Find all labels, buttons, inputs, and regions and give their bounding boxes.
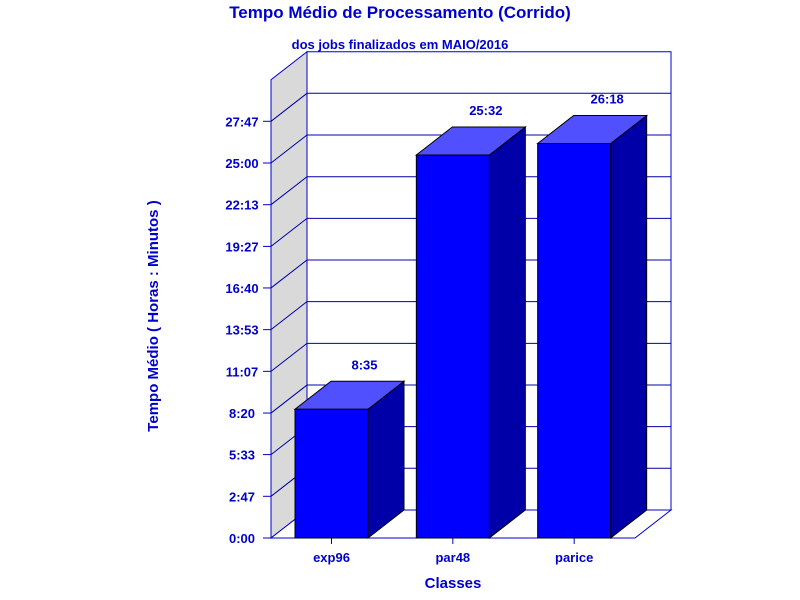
data-label: 8:35 [351,357,377,372]
bars [293,114,649,540]
y-tick-label: 19:27 [225,239,258,254]
gridline [270,92,671,122]
bar-par48 [414,125,527,540]
bar-parice [536,114,649,540]
bar-front [537,143,612,539]
y-tick-label: 22:13 [225,198,258,213]
bar-front [294,408,369,539]
y-tick-label: 16:40 [225,281,258,296]
y-tick-label: 8:20 [229,406,255,421]
x-axis-ticks: exp96 par48 parice [313,538,593,565]
y-tick-label: 0:00 [229,531,255,546]
data-labels: 8:35 25:32 26:18 [351,92,623,373]
bar-front [415,154,490,539]
y-tick-label: 25:00 [225,156,258,171]
chart-subtitle: dos jobs finalizados em MAIO/2016 [292,37,509,52]
y-tick-label: 5:33 [229,448,255,463]
x-tick-label: parice [555,550,593,565]
y-tick-label: 13:53 [225,323,258,338]
chart-title: Tempo Médio de Processamento (Corrido) [229,3,571,22]
bar-exp96 [293,380,406,540]
x-tick-label: par48 [435,550,470,565]
y-axis-ticks: 0:00 2:47 5:33 8:20 11:07 13:53 16:40 19:27 22:1… [225,79,635,546]
y-tick-label: 11:07 [226,364,259,379]
bar-side [488,125,526,540]
data-label: 25:32 [469,103,502,118]
bar-side [610,114,648,540]
y-tick-label: 27:47 [225,114,258,129]
x-tick-label: exp96 [313,550,350,565]
y-tick-label: 2:47 [229,489,255,504]
x-axis-title: Classes [425,575,482,592]
y-axis-title: Tempo Médio ( Horas : Minutos ) [145,200,162,431]
data-label: 26:18 [591,92,624,107]
